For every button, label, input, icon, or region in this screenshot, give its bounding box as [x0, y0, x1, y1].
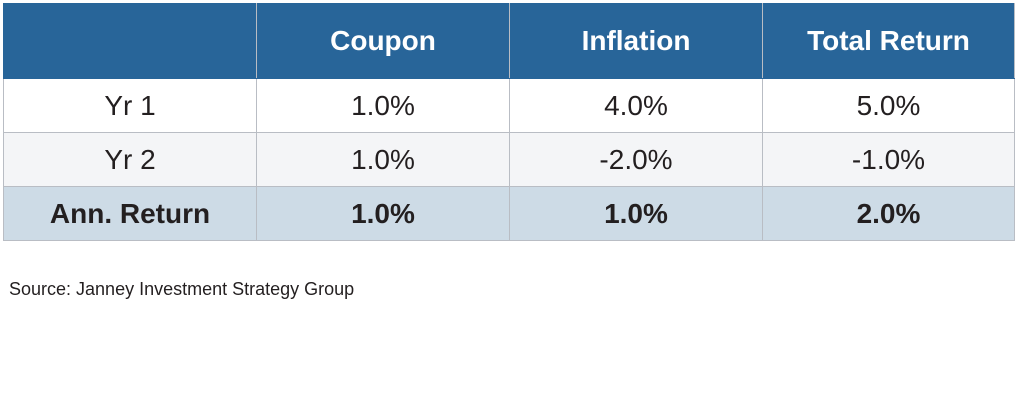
table-cell: -1.0% [762, 132, 1015, 187]
source-note: Source: Janney Investment Strategy Group [9, 279, 355, 299]
header-cell [3, 3, 257, 79]
table-cell: 1.0% [256, 186, 510, 241]
row-label: Yr 2 [3, 132, 257, 187]
table-row: Yr 1 1.0% 4.0% 5.0% [3, 78, 1015, 133]
row-label: Ann. Return [3, 186, 257, 241]
table-cell: 1.0% [256, 132, 510, 187]
table-cell: 2.0% [762, 186, 1015, 241]
returns-table: Coupon Inflation Total Return Yr 1 1.0% 4.0%… [3, 3, 1015, 241]
header-cell: Total Return [762, 3, 1015, 79]
row-label: Yr 1 [3, 78, 257, 133]
table-cell: -2.0% [509, 132, 763, 187]
header-row: Coupon Inflation Total Return [3, 3, 1015, 79]
table-cell: 1.0% [509, 186, 763, 241]
table-cell: 4.0% [509, 78, 763, 133]
header-cell: Coupon [256, 3, 510, 79]
header-cell: Inflation [509, 3, 763, 79]
table-row: Ann. Return 1.0% 1.0% 2.0% [3, 186, 1015, 241]
table-cell: 5.0% [762, 78, 1015, 133]
table-row: Yr 2 1.0% -2.0% -1.0% [3, 132, 1015, 187]
table-cell: 1.0% [256, 78, 510, 133]
